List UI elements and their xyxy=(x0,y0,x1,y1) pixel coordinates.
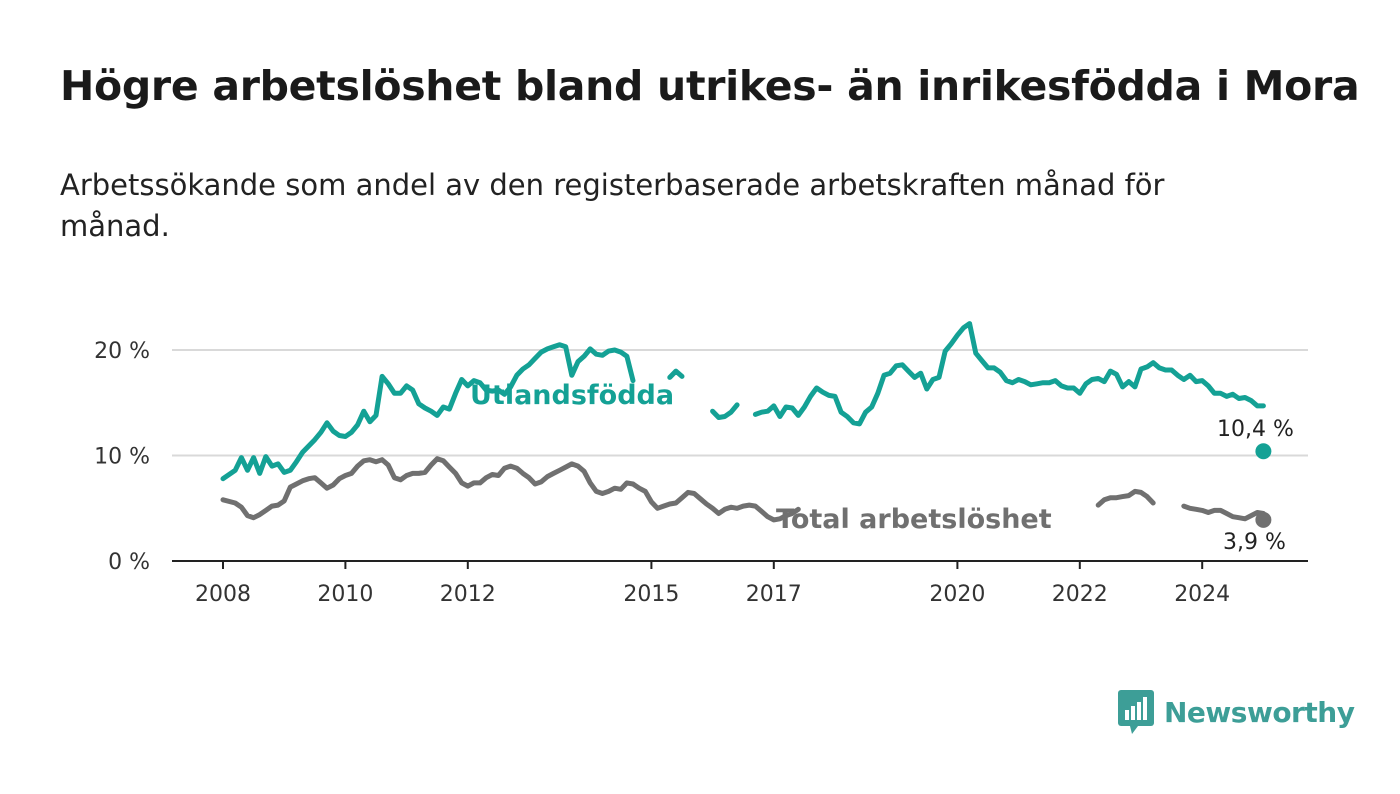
series-line-utlandsfodda xyxy=(220,321,1266,482)
end-point-total xyxy=(1255,511,1272,528)
series-label-total: Total arbetslöshet xyxy=(776,504,1052,535)
x-tick-label: 2020 xyxy=(929,582,985,607)
chart-subtitle: Arbetssökande som andel av den registerb… xyxy=(60,168,1165,243)
end-label-total: 3,9 % xyxy=(1223,530,1286,555)
x-tick-label: 2010 xyxy=(317,582,373,607)
newsworthy-logo: Newsworthy xyxy=(1118,690,1355,734)
end-point-utlandsfodda xyxy=(1255,443,1272,460)
x-tick-label: 2024 xyxy=(1174,582,1230,607)
x-axis: 0 % 10 % 20 % 2008 2010 2012 2015 2017 2020 2022 2… xyxy=(94,339,1308,607)
series-line-total xyxy=(220,456,1266,523)
series-labels: Utlandsfödda Total arbetslöshet 10,4 % 3,9 … xyxy=(470,380,1294,555)
y-tick-label: 0 % xyxy=(108,550,150,575)
y-tick-label: 20 % xyxy=(94,339,150,364)
grid-lines xyxy=(172,349,1308,457)
newsworthy-logo-icon xyxy=(1118,690,1154,734)
chart-title: Högre arbetslöshet bland utrikes- än inr… xyxy=(60,62,1360,110)
x-tick-label: 2015 xyxy=(623,582,679,607)
y-tick-label: 10 % xyxy=(94,445,150,470)
x-tick-label: 2012 xyxy=(440,582,496,607)
end-label-utlandsfodda: 10,4 % xyxy=(1217,417,1294,442)
brand-name: Newsworthy xyxy=(1164,695,1355,729)
series-label-utlandsfodda: Utlandsfödda xyxy=(470,380,674,411)
x-tick-label: 2017 xyxy=(746,582,802,607)
x-tick-label: 2022 xyxy=(1052,582,1108,607)
x-tick-label: 2008 xyxy=(195,582,251,607)
series-lines xyxy=(220,321,1266,523)
